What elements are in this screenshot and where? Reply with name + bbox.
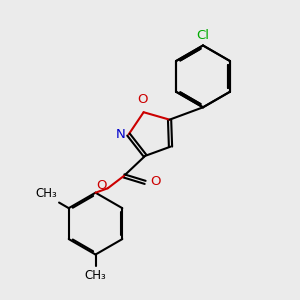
Text: CH₃: CH₃ (85, 269, 106, 282)
Text: CH₃: CH₃ (36, 187, 58, 200)
Text: O: O (150, 175, 161, 188)
Text: O: O (137, 93, 147, 106)
Text: N: N (116, 128, 125, 141)
Text: O: O (96, 179, 106, 192)
Text: Cl: Cl (196, 29, 209, 42)
